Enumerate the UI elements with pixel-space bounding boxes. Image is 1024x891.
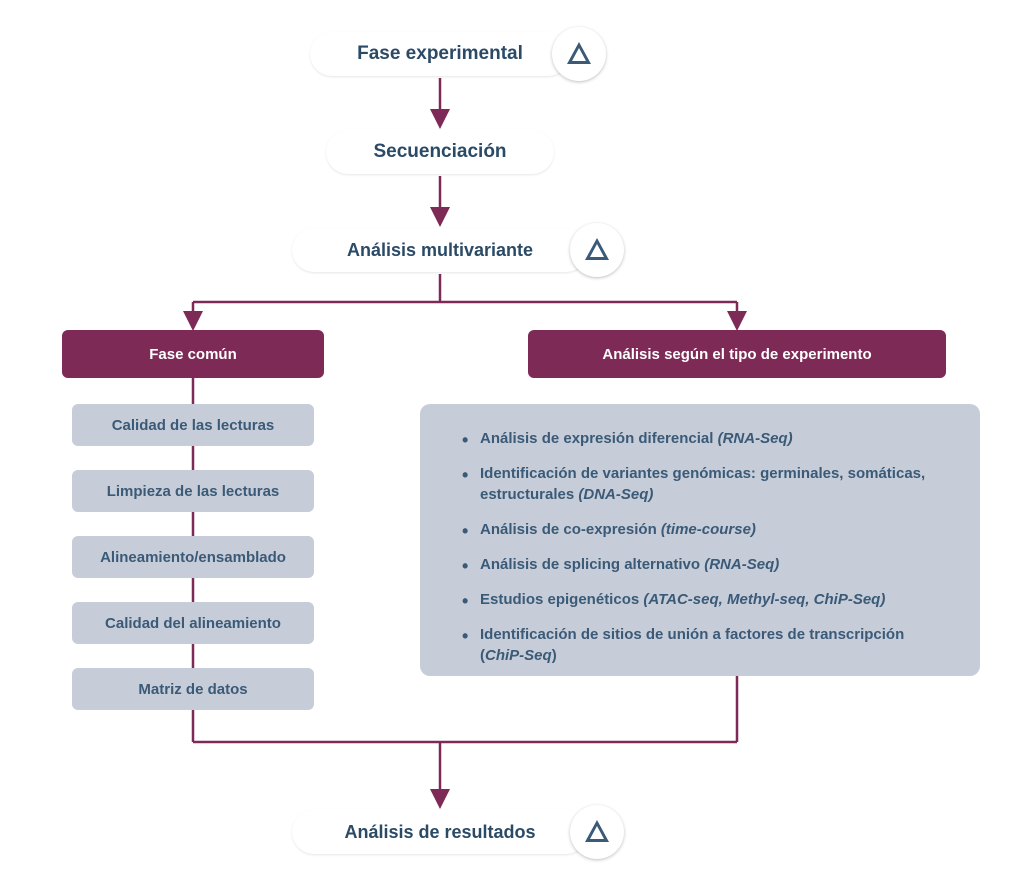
step-alignment-quality: Calidad del alineamiento bbox=[72, 602, 314, 644]
multivariate-analysis-pill: Análisis multivariante bbox=[292, 228, 588, 272]
analysis-type-label: Análisis según el tipo de experimento bbox=[602, 346, 871, 363]
analysis-item: Análisis de splicing alternativo (RNA-Se… bbox=[462, 554, 952, 575]
step-data-matrix: Matriz de datos bbox=[72, 668, 314, 710]
step-read-quality: Calidad de las lecturas bbox=[72, 404, 314, 446]
analysis-item: Estudios epigenéticos (ATAC-seq, Methyl-… bbox=[462, 589, 952, 610]
common-phase-label: Fase común bbox=[149, 346, 237, 363]
analysis-item: Identificación de variantes genómicas: g… bbox=[462, 463, 952, 505]
analysis-item: Análisis de co-expresión (time-course) bbox=[462, 519, 952, 540]
results-analysis-pill: Análisis de resultados bbox=[292, 810, 588, 854]
sequencing-pill: Secuenciación bbox=[326, 130, 554, 174]
sequencing-label: Secuenciación bbox=[373, 141, 506, 163]
results-analysis-label: Análisis de resultados bbox=[344, 822, 535, 843]
phase-experimental-pill: Fase experimental bbox=[310, 32, 570, 76]
step-read-cleaning: Limpieza de las lecturas bbox=[72, 470, 314, 512]
step-alignment: Alineamiento/ensamblado bbox=[72, 536, 314, 578]
triangle-icon bbox=[570, 805, 624, 859]
multivariate-analysis-label: Análisis multivariante bbox=[347, 240, 533, 261]
analysis-type-header: Análisis según el tipo de experimento bbox=[528, 330, 946, 378]
analysis-item: Identificación de sitios de unión a fact… bbox=[462, 624, 952, 666]
analysis-list: Análisis de expresión diferencial (RNA-S… bbox=[462, 428, 952, 666]
analysis-list-panel: Análisis de expresión diferencial (RNA-S… bbox=[420, 404, 980, 676]
analysis-item: Análisis de expresión diferencial (RNA-S… bbox=[462, 428, 952, 449]
common-phase-header: Fase común bbox=[62, 330, 324, 378]
triangle-icon bbox=[552, 27, 606, 81]
phase-experimental-label: Fase experimental bbox=[357, 43, 523, 65]
triangle-icon bbox=[570, 223, 624, 277]
